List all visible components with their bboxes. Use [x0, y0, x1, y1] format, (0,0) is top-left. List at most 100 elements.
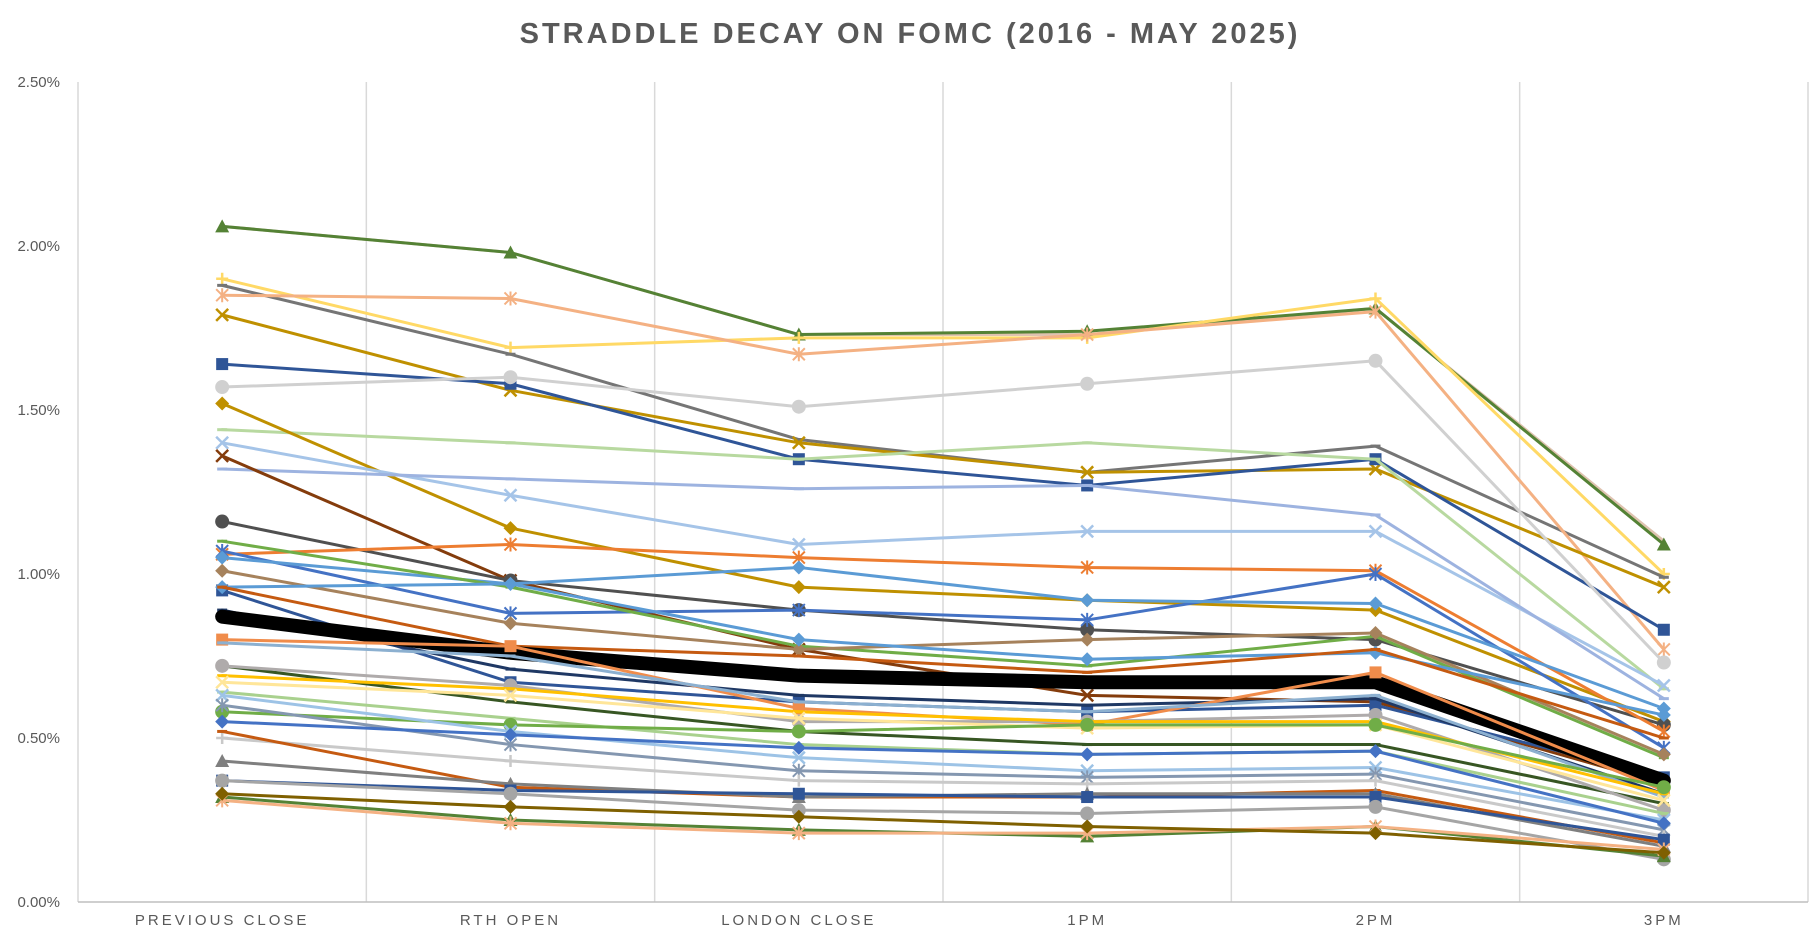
data-point	[1368, 799, 1383, 814]
series-path	[220, 664, 1666, 806]
data-point	[215, 563, 230, 578]
data-point	[1368, 717, 1383, 732]
data-point	[504, 640, 517, 653]
data-point	[1656, 747, 1671, 762]
series-path	[220, 549, 1666, 750]
data-point	[1656, 655, 1671, 670]
data-point	[1368, 524, 1383, 539]
data-point	[1656, 580, 1671, 595]
series-line	[215, 786, 1671, 860]
data-point	[503, 727, 518, 742]
data-point	[1656, 537, 1671, 551]
data-point	[1368, 826, 1383, 841]
data-point	[1369, 292, 1382, 305]
data-point	[1368, 596, 1383, 611]
series-line	[215, 714, 1671, 831]
data-point	[791, 750, 806, 765]
data-point	[1080, 717, 1095, 732]
data-point	[503, 816, 518, 831]
data-point	[1080, 819, 1095, 834]
series-path	[220, 736, 1666, 838]
data-point	[504, 754, 517, 767]
data-point	[503, 616, 518, 631]
series-path	[220, 277, 1666, 576]
data-point	[1080, 612, 1094, 627]
series-path	[220, 729, 1666, 845]
data-point	[1656, 793, 1671, 808]
data-point	[215, 396, 230, 411]
y-tick-label: 1.50%	[17, 402, 60, 419]
series-line	[215, 435, 1671, 693]
series-path	[220, 428, 1666, 691]
y-tick-label: 0.50%	[17, 730, 60, 747]
series-path	[220, 293, 1666, 651]
data-point	[1657, 833, 1670, 846]
data-point	[503, 799, 518, 814]
data-point	[215, 307, 230, 322]
data-point	[215, 786, 230, 801]
data-point	[1080, 688, 1095, 703]
data-point	[215, 753, 230, 767]
data-point	[791, 711, 806, 726]
data-point	[1080, 806, 1095, 821]
series-path	[220, 359, 1666, 665]
data-point	[503, 521, 518, 536]
chart-title: STRADDLE DECAY ON FOMC (2016 - MAY 2025)	[519, 18, 1301, 50]
series-path	[220, 674, 1666, 796]
data-point	[1080, 524, 1095, 539]
data-point	[1080, 622, 1095, 637]
data-point	[1080, 376, 1095, 391]
x-tick-label: LONDON CLOSE	[721, 912, 876, 929]
data-point	[503, 537, 518, 552]
data-point	[1080, 560, 1094, 575]
data-point	[791, 560, 806, 575]
data-point	[216, 732, 229, 744]
data-point	[791, 632, 806, 647]
data-point	[215, 698, 229, 713]
series-path	[220, 693, 1666, 822]
series-path	[220, 224, 1666, 546]
series-path	[220, 283, 1666, 579]
series-line	[217, 467, 1669, 701]
data-point	[791, 399, 806, 414]
data-point	[215, 514, 230, 529]
data-point	[503, 786, 518, 801]
data-point	[215, 449, 230, 463]
data-point	[1656, 845, 1671, 860]
data-point	[792, 331, 805, 344]
series-path	[220, 362, 1666, 632]
data-point	[215, 714, 230, 729]
data-point	[215, 550, 230, 565]
series-line	[215, 353, 1671, 670]
data-point	[1080, 632, 1095, 647]
data-point	[792, 603, 806, 618]
data-point	[791, 435, 806, 450]
data-point	[1656, 816, 1671, 831]
series-path	[220, 585, 1666, 740]
data-point	[503, 576, 518, 591]
series-path	[220, 641, 1666, 799]
data-point	[791, 580, 806, 595]
data-point	[1656, 678, 1671, 693]
data-point	[1656, 708, 1671, 723]
series-path	[220, 441, 1666, 688]
data-point	[791, 809, 806, 824]
data-point	[1656, 780, 1671, 795]
series-path	[220, 690, 1666, 815]
series-path	[220, 710, 1666, 789]
x-tick-label: 2PM	[1356, 912, 1396, 929]
data-point	[792, 787, 805, 800]
series-path	[220, 792, 1666, 855]
series-path	[220, 703, 1666, 832]
data-point	[215, 773, 230, 788]
series-path	[220, 664, 1666, 812]
data-point	[503, 245, 518, 259]
data-point	[1081, 791, 1094, 804]
data-point	[792, 347, 806, 362]
series-line	[217, 641, 1669, 799]
data-point	[791, 642, 806, 657]
data-point	[1657, 642, 1671, 657]
data-point	[1080, 652, 1095, 667]
